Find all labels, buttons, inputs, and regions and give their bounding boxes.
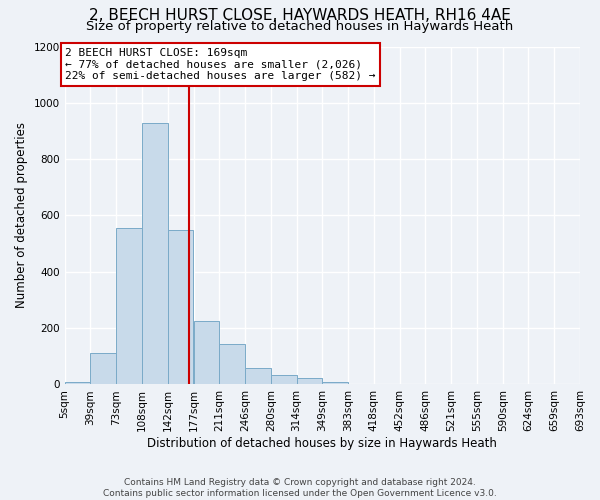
Y-axis label: Number of detached properties: Number of detached properties — [15, 122, 28, 308]
Bar — [245, 368, 271, 384]
Bar — [296, 378, 322, 384]
Bar — [65, 382, 91, 384]
Bar — [142, 122, 168, 384]
Text: Contains HM Land Registry data © Crown copyright and database right 2024.
Contai: Contains HM Land Registry data © Crown c… — [103, 478, 497, 498]
Bar — [219, 344, 245, 385]
Text: 2, BEECH HURST CLOSE, HAYWARDS HEATH, RH16 4AE: 2, BEECH HURST CLOSE, HAYWARDS HEATH, RH… — [89, 8, 511, 22]
Bar — [271, 375, 296, 384]
Text: Size of property relative to detached houses in Haywards Heath: Size of property relative to detached ho… — [86, 20, 514, 33]
X-axis label: Distribution of detached houses by size in Haywards Heath: Distribution of detached houses by size … — [148, 437, 497, 450]
Bar — [193, 321, 219, 384]
Bar — [116, 228, 142, 384]
Bar — [168, 230, 193, 384]
Bar — [322, 382, 348, 384]
Bar — [91, 352, 116, 384]
Text: 2 BEECH HURST CLOSE: 169sqm
← 77% of detached houses are smaller (2,026)
22% of : 2 BEECH HURST CLOSE: 169sqm ← 77% of det… — [65, 48, 376, 81]
